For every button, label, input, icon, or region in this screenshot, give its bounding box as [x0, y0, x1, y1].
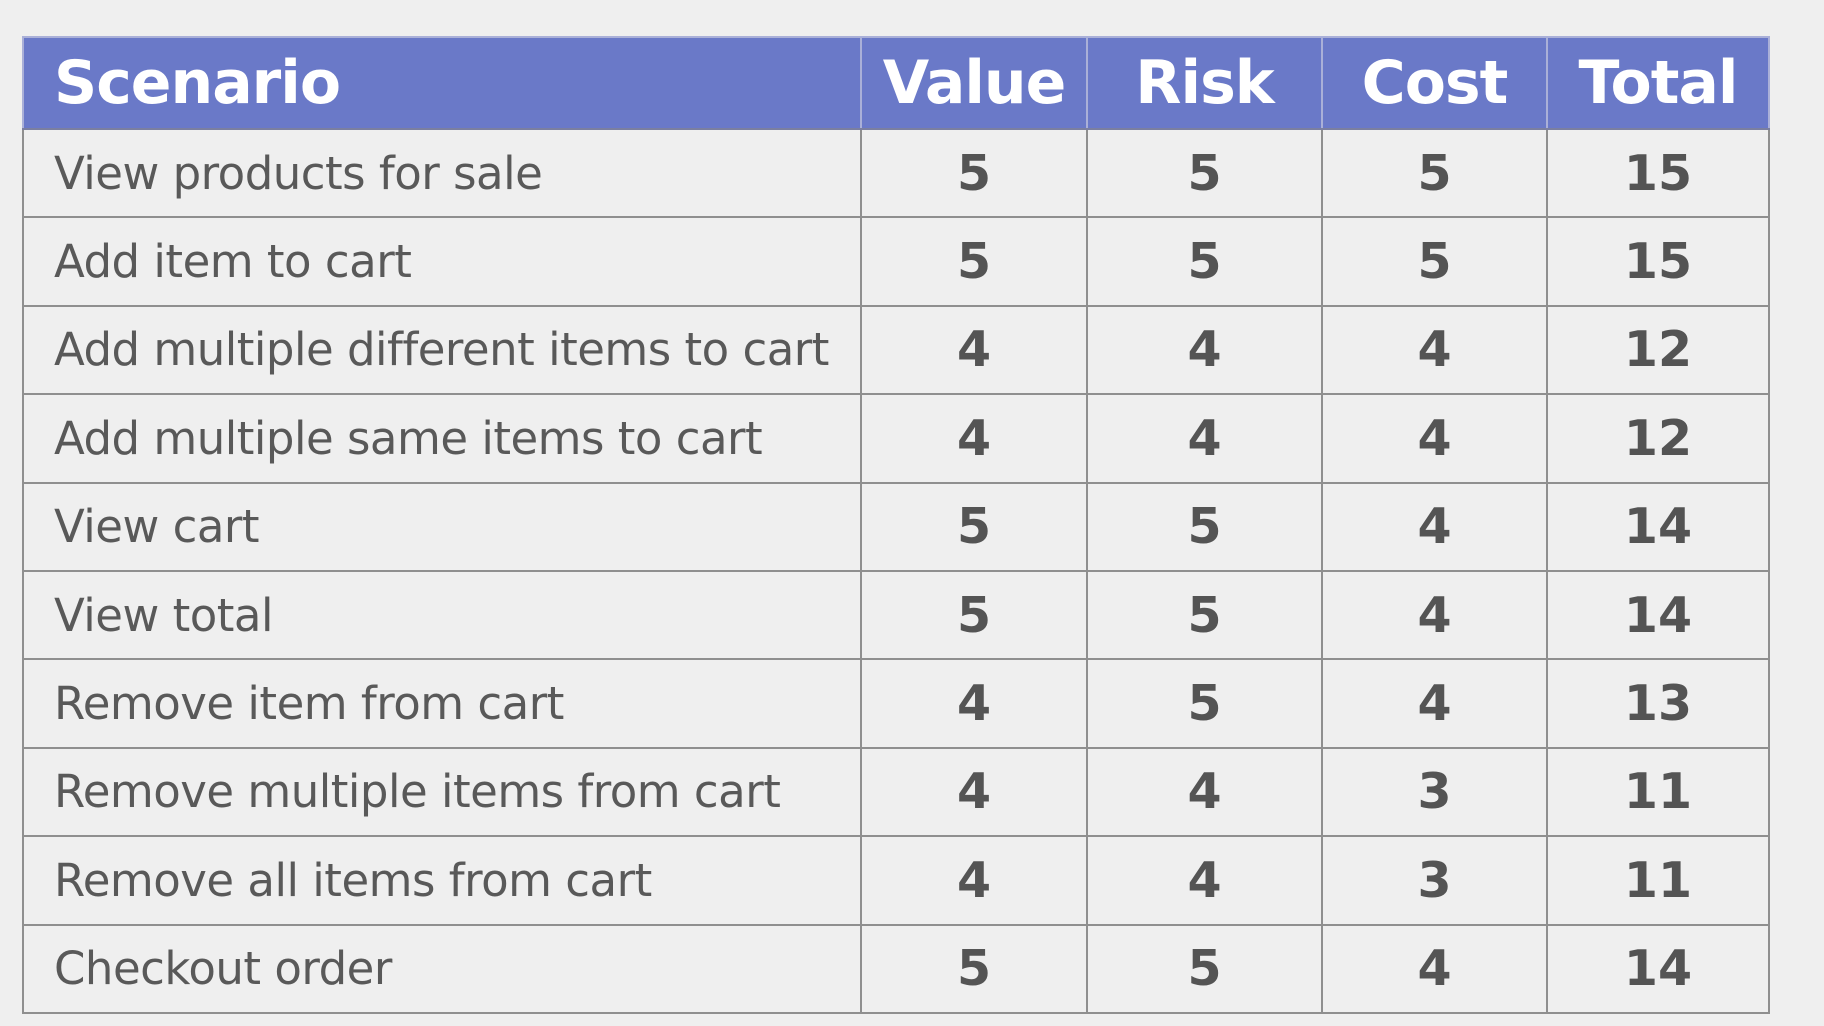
value-cell: 5 [860, 127, 1088, 219]
table-row: Remove all items from cart 4 4 3 11 [22, 835, 1770, 926]
table-row: Remove item from cart 4 5 4 13 [22, 658, 1770, 749]
scenario-scoring-table-container: Scenario Value Risk Cost Total View prod… [22, 36, 1770, 1014]
header-row: Scenario Value Risk Cost Total [22, 36, 1770, 130]
total-cell: 14 [1546, 923, 1770, 1014]
header-value: Value [860, 36, 1088, 130]
risk-cell: 5 [1086, 216, 1323, 307]
cost-cell: 3 [1321, 746, 1548, 838]
value-cell: 4 [860, 658, 1088, 749]
cost-cell: 4 [1321, 923, 1548, 1014]
table-row: View total 5 5 4 14 [22, 569, 1770, 661]
total-cell: 11 [1546, 746, 1770, 838]
total-cell: 12 [1546, 304, 1770, 396]
table-row: Checkout order 5 5 4 14 [22, 923, 1770, 1014]
risk-cell: 4 [1086, 304, 1323, 396]
risk-cell: 4 [1086, 393, 1323, 484]
cost-cell: 4 [1321, 393, 1548, 484]
total-cell: 13 [1546, 658, 1770, 749]
scenario-cell: Checkout order [22, 923, 862, 1014]
table-header: Scenario Value Risk Cost Total [22, 36, 1770, 130]
total-cell: 15 [1546, 127, 1770, 219]
scenario-cell: Remove item from cart [22, 658, 862, 749]
risk-cell: 4 [1086, 835, 1323, 926]
value-cell: 5 [860, 216, 1088, 307]
scenario-cell: View total [22, 569, 862, 661]
header-cost: Cost [1321, 36, 1548, 130]
cost-cell: 4 [1321, 569, 1548, 661]
scenario-cell: Add multiple same items to cart [22, 393, 862, 484]
header-risk: Risk [1086, 36, 1323, 130]
header-total: Total [1546, 36, 1770, 130]
value-cell: 4 [860, 746, 1088, 838]
table-row: Add multiple same items to cart 4 4 4 12 [22, 393, 1770, 484]
table-body: View products for sale 5 5 5 15 Add item… [22, 127, 1770, 1014]
scenario-scoring-table: Scenario Value Risk Cost Total View prod… [22, 36, 1770, 1014]
table-row: View cart 5 5 4 14 [22, 481, 1770, 572]
scenario-cell: Remove multiple items from cart [22, 746, 862, 838]
scenario-cell: Add multiple different items to cart [22, 304, 862, 396]
risk-cell: 5 [1086, 481, 1323, 572]
value-cell: 5 [860, 569, 1088, 661]
risk-cell: 5 [1086, 569, 1323, 661]
total-cell: 15 [1546, 216, 1770, 307]
table-row: View products for sale 5 5 5 15 [22, 127, 1770, 219]
value-cell: 4 [860, 835, 1088, 926]
cost-cell: 3 [1321, 835, 1548, 926]
value-cell: 4 [860, 304, 1088, 396]
value-cell: 4 [860, 393, 1088, 484]
risk-cell: 5 [1086, 923, 1323, 1014]
risk-cell: 5 [1086, 658, 1323, 749]
total-cell: 14 [1546, 481, 1770, 572]
cost-cell: 4 [1321, 304, 1548, 396]
total-cell: 14 [1546, 569, 1770, 661]
table-row: Remove multiple items from cart 4 4 3 11 [22, 746, 1770, 838]
header-scenario: Scenario [22, 36, 862, 130]
risk-cell: 4 [1086, 746, 1323, 838]
scenario-cell: View cart [22, 481, 862, 572]
value-cell: 5 [860, 481, 1088, 572]
scenario-cell: Add item to cart [22, 216, 862, 307]
total-cell: 12 [1546, 393, 1770, 484]
cost-cell: 5 [1321, 127, 1548, 219]
scenario-cell: Remove all items from cart [22, 835, 862, 926]
cost-cell: 5 [1321, 216, 1548, 307]
table-row: Add item to cart 5 5 5 15 [22, 216, 1770, 307]
value-cell: 5 [860, 923, 1088, 1014]
cost-cell: 4 [1321, 481, 1548, 572]
risk-cell: 5 [1086, 127, 1323, 219]
cost-cell: 4 [1321, 658, 1548, 749]
table-row: Add multiple different items to cart 4 4… [22, 304, 1770, 396]
scenario-cell: View products for sale [22, 127, 862, 219]
total-cell: 11 [1546, 835, 1770, 926]
